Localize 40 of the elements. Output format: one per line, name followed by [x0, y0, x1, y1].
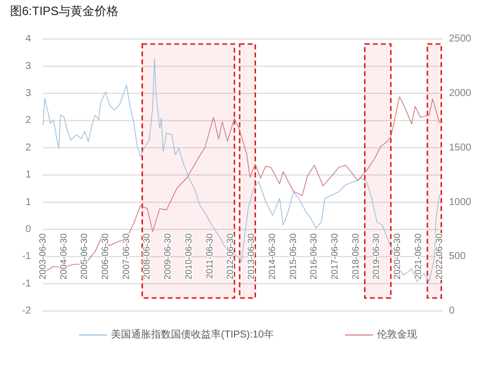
x-tick-label: 2011-06-30 [204, 233, 214, 279]
x-tick-label: 2013-06-30 [246, 233, 256, 280]
legend-label: 伦敦金现 [377, 328, 417, 341]
x-tick-label: 2010-06-30 [183, 233, 194, 280]
y-tick-label: 3 [25, 60, 32, 72]
x-tick-label: 2017-06-30 [330, 233, 340, 280]
x-tick-label: 2008-06-30 [142, 233, 152, 280]
x-tick-label: 2005-06-30 [79, 233, 90, 280]
x-tick-label: 2018-06-30 [350, 233, 360, 280]
y-tick-label: 0 [25, 224, 32, 236]
x-tick-label: 2020-06-30 [392, 233, 402, 280]
x-tick-label: 2003-06-30 [37, 233, 48, 280]
y2-tick-label: 1000 [449, 196, 472, 208]
y-tick-label: -1 [22, 251, 32, 262]
y-tick-label: 1 [25, 196, 32, 208]
chart-title: 图6:TIPS与黄金价格 [10, 4, 119, 18]
x-tick-label: 2021-06-30 [412, 233, 423, 280]
y2-tick-label: 2500 [449, 34, 472, 45]
y-tick-label: 2 [25, 115, 32, 126]
x-tick-label: 2012-06-30 [225, 233, 236, 280]
x-tick-label: 2007-06-30 [120, 233, 131, 280]
x-tick-label: 2006-06-30 [100, 233, 110, 280]
x-tick-label: 2019-06-30 [371, 233, 382, 280]
y-tick-label: 1 [25, 170, 32, 181]
x-tick-label: 2016-06-30 [308, 233, 319, 280]
x-tick-label: 2014-06-30 [266, 233, 277, 280]
y-tick-label: -2 [22, 306, 32, 317]
y2-tick-label: 1500 [449, 142, 472, 154]
y-tick-label: 3 [25, 88, 32, 100]
x-tick-label: 2015-06-30 [288, 233, 298, 280]
y-tick-label: 4 [25, 34, 32, 45]
x-tick-label: 2004-06-30 [58, 233, 68, 280]
y2-tick-label: 2000 [449, 88, 472, 100]
y-tick-label: -1 [22, 278, 32, 290]
y-tick-label: 2 [25, 142, 32, 154]
x-tick-label: 2009-06-30 [162, 233, 173, 280]
y2-tick-label: 0 [449, 306, 455, 317]
x-tick-label: 2022-06-30 [434, 233, 444, 280]
legend-label: 美国通胀指数国债收益率(TIPS):10年 [111, 328, 274, 341]
y2-tick-label: 500 [449, 251, 466, 262]
